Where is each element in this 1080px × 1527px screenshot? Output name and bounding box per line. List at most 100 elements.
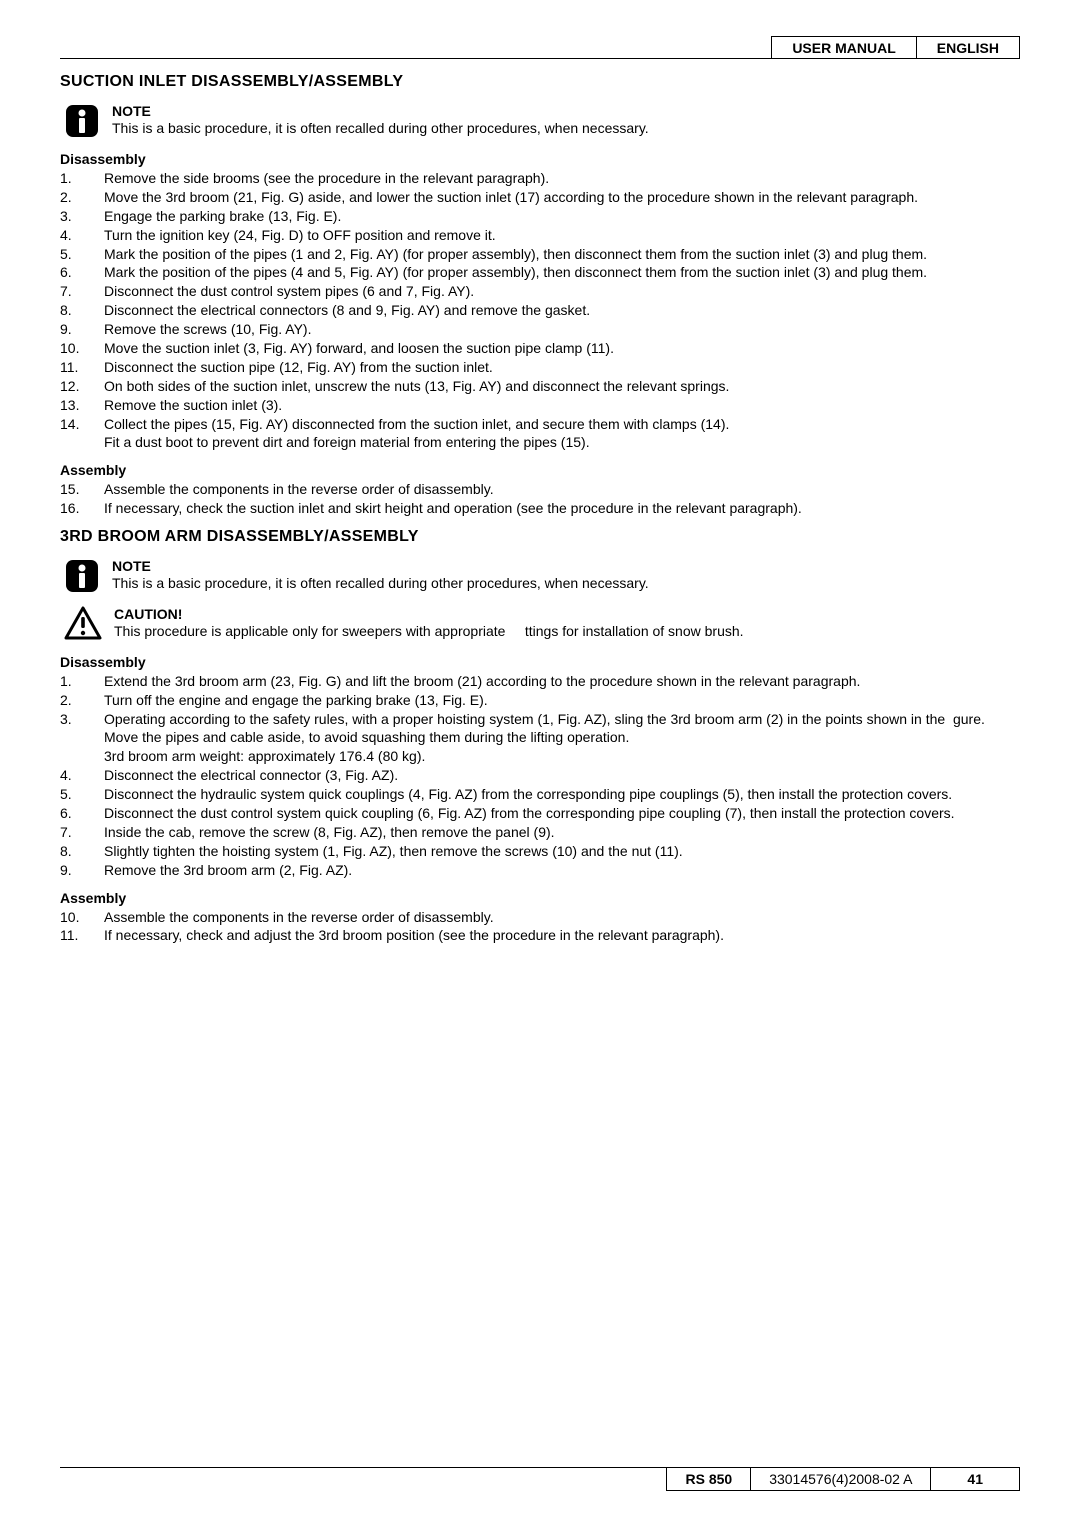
list-item: 3.Engage the parking brake (13, Fig. E).	[60, 207, 1020, 226]
list-item: 2.Move the 3rd broom (21, Fig. G) aside,…	[60, 188, 1020, 207]
step-text: Remove the 3rd broom arm (2, Fig. AZ).	[104, 861, 1020, 880]
step-number: 6.	[60, 263, 104, 282]
list-item: 6.Disconnect the dust control system qui…	[60, 804, 1020, 823]
list-item: 10.Move the suction inlet (3, Fig. AY) f…	[60, 339, 1020, 358]
step-text: Disconnect the hydraulic system quick co…	[104, 785, 1020, 804]
list-item: 8.Disconnect the electrical connectors (…	[60, 301, 1020, 320]
caution-label: CAUTION!	[114, 606, 744, 622]
step-number: 13.	[60, 396, 104, 415]
assembly-heading: Assembly	[60, 462, 1020, 478]
list-item: 3.Operating according to the safety rule…	[60, 710, 1020, 767]
info-icon	[64, 558, 100, 594]
list-item: 8.Slightly tighten the hoisting system (…	[60, 842, 1020, 861]
caution-text: This procedure is applicable only for sw…	[114, 622, 744, 642]
step-text: Move the 3rd broom (21, Fig. G) aside, a…	[104, 188, 1020, 207]
step-text: Disconnect the electrical connector (3, …	[104, 766, 1020, 785]
list-item: 7.Inside the cab, remove the screw (8, F…	[60, 823, 1020, 842]
info-icon	[64, 103, 100, 139]
step-number: 3.	[60, 207, 104, 226]
step-text: Mark the position of the pipes (1 and 2,…	[104, 245, 1020, 264]
caution-block: CAUTION! This procedure is applicable on…	[64, 606, 1020, 642]
step-text: Remove the suction inlet (3).	[104, 396, 1020, 415]
step-text: If necessary, check and adjust the 3rd b…	[104, 926, 1020, 945]
step-number: 14.	[60, 415, 104, 453]
assembly-list: 10.Assemble the components in the revers…	[60, 908, 1020, 946]
step-number: 8.	[60, 842, 104, 861]
list-item: 11.If necessary, check and adjust the 3r…	[60, 926, 1020, 945]
list-item: 9.Remove the screws (10, Fig. AY).	[60, 320, 1020, 339]
step-number: 3.	[60, 710, 104, 767]
header-language: ENGLISH	[916, 36, 1020, 59]
disassembly-heading: Disassembly	[60, 654, 1020, 670]
step-number: 4.	[60, 226, 104, 245]
section-title: 3RD BROOM ARM DISASSEMBLY/ASSEMBLY	[60, 528, 1020, 546]
step-number: 1.	[60, 169, 104, 188]
note-text: This is a basic procedure, it is often r…	[112, 119, 649, 139]
note-block: NOTE This is a basic procedure, it is of…	[64, 103, 1020, 139]
step-number: 8.	[60, 301, 104, 320]
step-number: 9.	[60, 861, 104, 880]
step-number: 10.	[60, 908, 104, 927]
list-item: 1.Remove the side brooms (see the proced…	[60, 169, 1020, 188]
list-item: 12.On both sides of the suction inlet, u…	[60, 377, 1020, 396]
assembly-list: 15.Assemble the components in the revers…	[60, 480, 1020, 518]
list-item: 4.Disconnect the electrical connector (3…	[60, 766, 1020, 785]
step-number: 5.	[60, 785, 104, 804]
step-text: Disconnect the electrical connectors (8 …	[104, 301, 1020, 320]
step-text: Extend the 3rd broom arm (23, Fig. G) an…	[104, 672, 1020, 691]
step-text: Assemble the components in the reverse o…	[104, 908, 1020, 927]
note-block: NOTE This is a basic procedure, it is of…	[64, 558, 1020, 594]
list-item: 4.Turn the ignition key (24, Fig. D) to …	[60, 226, 1020, 245]
step-text: Engage the parking brake (13, Fig. E).	[104, 207, 1020, 226]
disassembly-list: 1.Remove the side brooms (see the proced…	[60, 169, 1020, 452]
section-3rd-broom: 3RD BROOM ARM DISASSEMBLY/ASSEMBLY NOTE …	[60, 528, 1020, 945]
step-number: 1.	[60, 672, 104, 691]
step-text: Collect the pipes (15, Fig. AY) disconne…	[104, 415, 1020, 453]
step-text: On both sides of the suction inlet, unsc…	[104, 377, 1020, 396]
note-text: This is a basic procedure, it is often r…	[112, 574, 649, 594]
list-item: 14.Collect the pipes (15, Fig. AY) disco…	[60, 415, 1020, 453]
step-number: 2.	[60, 691, 104, 710]
step-number: 4.	[60, 766, 104, 785]
assembly-heading: Assembly	[60, 890, 1020, 906]
step-text: Inside the cab, remove the screw (8, Fig…	[104, 823, 1020, 842]
header-user-manual: USER MANUAL	[771, 36, 915, 59]
step-number: 12.	[60, 377, 104, 396]
step-text: Turn the ignition key (24, Fig. D) to OF…	[104, 226, 1020, 245]
step-text: Operating according to the safety rules,…	[104, 710, 1020, 767]
footer: RS 850 33014576(4)2008-02 A 41	[60, 1467, 1020, 1491]
step-number: 2.	[60, 188, 104, 207]
step-number: 5.	[60, 245, 104, 264]
step-text: Remove the screws (10, Fig. AY).	[104, 320, 1020, 339]
step-number: 10.	[60, 339, 104, 358]
list-item: 7.Disconnect the dust control system pip…	[60, 282, 1020, 301]
step-text: Disconnect the dust control system quick…	[104, 804, 1020, 823]
section-title: SUCTION INLET DISASSEMBLY/ASSEMBLY	[60, 73, 1020, 91]
list-item: 15.Assemble the components in the revers…	[60, 480, 1020, 499]
note-label: NOTE	[112, 558, 649, 574]
step-text: Disconnect the suction pipe (12, Fig. AY…	[104, 358, 1020, 377]
list-item: 5.Disconnect the hydraulic system quick …	[60, 785, 1020, 804]
list-item: 1.Extend the 3rd broom arm (23, Fig. G) …	[60, 672, 1020, 691]
step-number: 7.	[60, 823, 104, 842]
step-number: 11.	[60, 926, 104, 945]
step-text: Mark the position of the pipes (4 and 5,…	[104, 263, 1020, 282]
list-item: 10.Assemble the components in the revers…	[60, 908, 1020, 927]
step-number: 9.	[60, 320, 104, 339]
step-text: Slightly tighten the hoisting system (1,…	[104, 842, 1020, 861]
footer-page-number: 41	[930, 1468, 1020, 1491]
footer-code: 33014576(4)2008-02 A	[750, 1468, 930, 1491]
step-text: If necessary, check the suction inlet an…	[104, 499, 1020, 518]
note-label: NOTE	[112, 103, 649, 119]
step-text: Disconnect the dust control system pipes…	[104, 282, 1020, 301]
list-item: 6.Mark the position of the pipes (4 and …	[60, 263, 1020, 282]
warning-icon	[64, 606, 102, 640]
list-item: 16.If necessary, check the suction inlet…	[60, 499, 1020, 518]
step-number: 11.	[60, 358, 104, 377]
step-number: 6.	[60, 804, 104, 823]
step-text: Remove the side brooms (see the procedur…	[104, 169, 1020, 188]
list-item: 11.Disconnect the suction pipe (12, Fig.…	[60, 358, 1020, 377]
list-item: 9.Remove the 3rd broom arm (2, Fig. AZ).	[60, 861, 1020, 880]
step-text: Turn off the engine and engage the parki…	[104, 691, 1020, 710]
footer-product: RS 850	[666, 1468, 750, 1491]
